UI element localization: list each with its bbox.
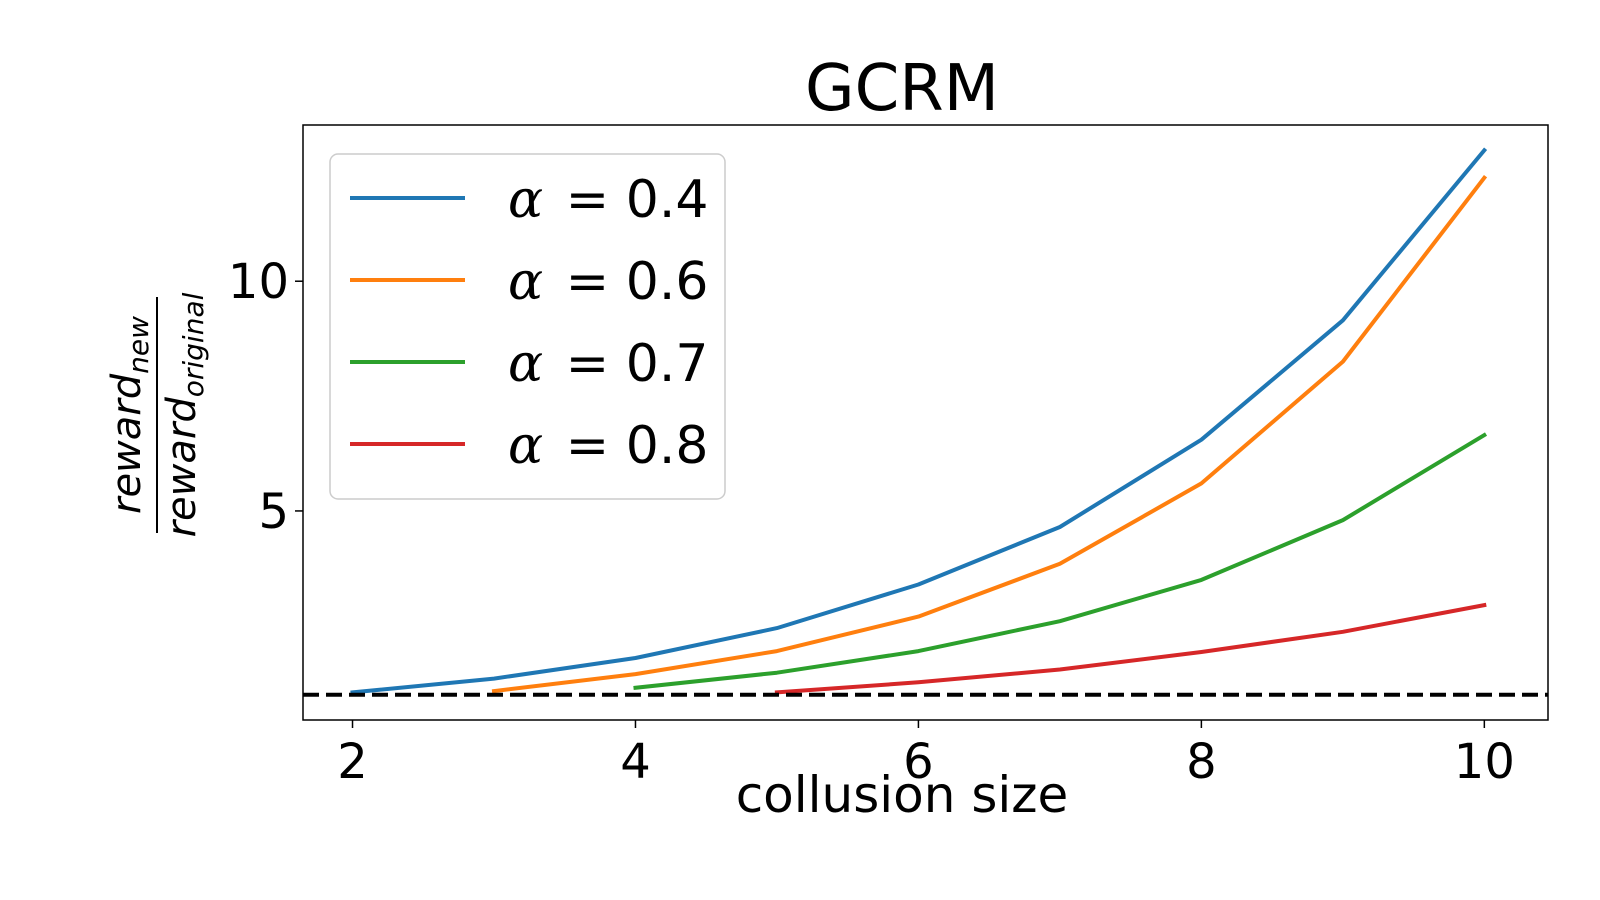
y-label-numerator: rewardnew [104, 316, 155, 514]
x-tick-label: 4 [620, 734, 651, 790]
series-line-4 [774, 602, 1487, 695]
plot-frame [302, 124, 1549, 721]
series-line-1 [350, 147, 1488, 695]
y-label-denominator: rewardoriginal [159, 292, 210, 537]
legend-box [329, 153, 726, 500]
x-tick-label: 6 [903, 734, 934, 790]
series-line-3 [633, 432, 1488, 691]
legend-label-1: α = 0.4 [508, 170, 708, 230]
x-tick-label: 8 [1186, 734, 1217, 790]
y-axis-label: rewardnew rewardoriginal [104, 292, 210, 537]
legend-label-4: α = 0.8 [508, 416, 708, 476]
x-tick-label: 2 [337, 734, 368, 790]
legend-label-3: α = 0.7 [508, 334, 708, 394]
y-tick-label: 5 [258, 484, 289, 540]
series-line-2 [491, 174, 1488, 694]
y-tick-label: 10 [228, 254, 289, 310]
x-tick-label: 10 [1454, 734, 1515, 790]
chart-title: GCRM [805, 52, 999, 126]
x-axis-label: collusion size [736, 766, 1069, 824]
legend-label-2: α = 0.6 [508, 252, 708, 312]
ticks-layer: 2 4 6 8 10 5 10 [228, 254, 1515, 790]
series-layer [350, 147, 1488, 695]
legend: α = 0.4 α = 0.6 α = 0.7 α = 0.8 [329, 153, 726, 500]
